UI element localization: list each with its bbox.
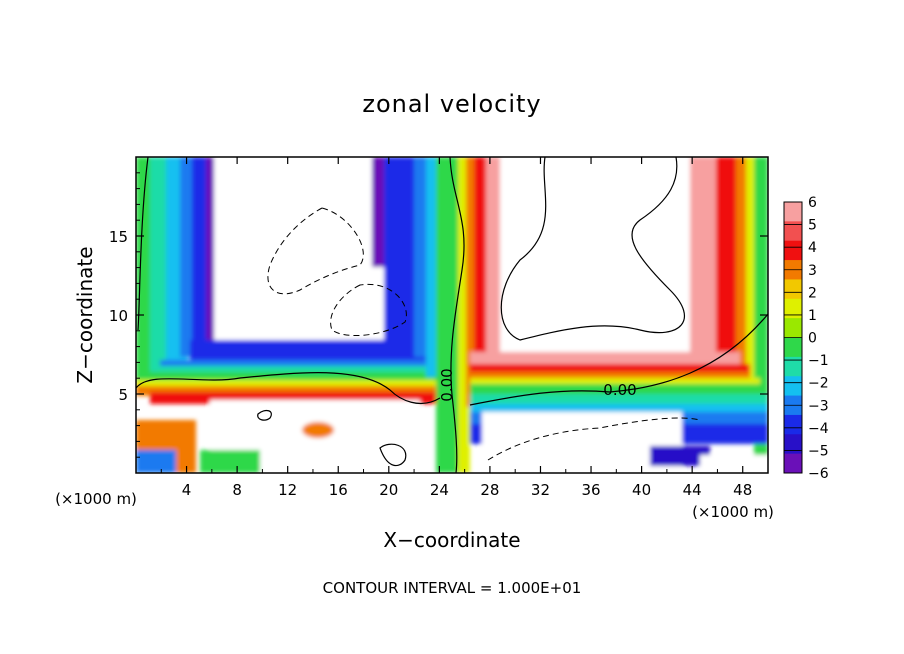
field-lower-left-spot — [302, 422, 334, 438]
field-upper-right-white — [500, 157, 718, 365]
colorbar-label: 1 — [808, 308, 817, 324]
color-field — [136, 157, 768, 473]
x-tick-label: 16 — [329, 481, 348, 499]
contour-label-center: 0.00 — [438, 368, 456, 401]
field-right-band-lightblue — [470, 404, 768, 414]
y-axis-ticks: 5 10 15 — [109, 172, 768, 458]
x-tick-label: 44 — [683, 481, 702, 499]
field-center-cyan — [426, 157, 438, 377]
field-band-orange — [136, 386, 436, 396]
y-axis-label: Z−coordinate — [73, 246, 97, 383]
x-unit-label: (×1000 m) — [692, 503, 774, 521]
colorbar-label: −2 — [808, 376, 829, 392]
z-unit-label: (×1000 m) — [55, 490, 137, 508]
x-tick-label: 8 — [232, 481, 242, 499]
field-center-pink — [486, 157, 504, 377]
y-tick-label: 10 — [109, 307, 128, 325]
contour-zero-lobe — [500, 157, 685, 341]
field-corner-blue — [136, 450, 176, 473]
colorbar-swatch — [784, 434, 802, 455]
contour-lower-small — [379, 443, 407, 467]
colorbar-swatch — [784, 298, 802, 319]
colorbar-swatch — [784, 414, 802, 435]
x-tick-label: 28 — [480, 481, 499, 499]
field-bottom-green — [200, 450, 260, 473]
x-axis-ticks: 4 8 12 16 20 24 28 32 36 40 44 48 — [160, 157, 752, 499]
colorbar-swatch — [784, 221, 802, 242]
contour-dashed-upper-1 — [267, 207, 364, 295]
field-band-yellow — [136, 380, 436, 390]
x-tick-label: 40 — [632, 481, 651, 499]
y-tick-label: 15 — [109, 228, 128, 246]
colorbar-label: 3 — [808, 263, 817, 279]
contour-zero-left — [137, 157, 149, 331]
x-tick-label: 36 — [581, 481, 600, 499]
colorbar-swatch — [784, 453, 802, 474]
plot-area — [136, 157, 768, 473]
x-tick-label: 24 — [430, 481, 449, 499]
field-center-green — [436, 157, 462, 473]
y-tick-label: 5 — [118, 386, 128, 404]
field-center-darkblue — [384, 157, 416, 347]
contour-zero-right — [469, 313, 768, 406]
contour-small-ellipse — [257, 409, 272, 421]
field-center-blue — [414, 157, 428, 357]
x-tick-label: 4 — [182, 481, 192, 499]
contour-zero-lower — [136, 372, 441, 404]
contour-label-right: 0.00 — [603, 381, 636, 399]
field-lower-right-white — [482, 412, 682, 473]
field-right-band-orange — [470, 372, 750, 380]
x-tick-label: 48 — [733, 481, 752, 499]
colorbar-label: 6 — [808, 195, 817, 211]
chart-title: zonal velocity — [362, 90, 541, 118]
contour-lines — [136, 157, 768, 473]
x-tick-label: 32 — [531, 481, 550, 499]
colorbar-label: −3 — [808, 398, 829, 414]
colorbar-swatch — [784, 318, 802, 338]
colorbar-label: −6 — [808, 466, 829, 482]
colorbar-swatch — [784, 337, 802, 358]
x-axis-label: X−coordinate — [383, 528, 520, 552]
colorbar-label: 2 — [808, 285, 817, 301]
field-lower-right-purple — [650, 446, 710, 466]
x-tick-label: 12 — [278, 481, 297, 499]
colorbar-label: 0 — [808, 331, 817, 347]
colorbar-label: 5 — [808, 218, 817, 234]
dashed-contours — [267, 207, 701, 461]
field-center-red — [474, 157, 488, 387]
colorbar-label: −1 — [808, 353, 829, 369]
colorbar-label: −5 — [808, 443, 829, 459]
field-right-band-yellow — [470, 378, 760, 386]
field-center-purple — [372, 157, 386, 267]
field-lower-right-white-2 — [700, 455, 768, 473]
colorbar-label: 4 — [808, 240, 817, 256]
contour-dashed-upper-2 — [330, 283, 407, 337]
field-right-yellow — [746, 157, 756, 387]
field-band-cyan — [150, 366, 430, 376]
colorbar-swatch — [784, 279, 802, 300]
x-tick-label: 20 — [379, 481, 398, 499]
contour-dashed-lower — [487, 417, 701, 461]
colorbar: 6 5 4 3 2 1 0 −1 −2 −3 −4 −5 −6 — [783, 195, 829, 482]
field-right-band-cyan — [470, 394, 768, 406]
contour-zero-center — [449, 157, 465, 473]
colorbar-swatch — [784, 202, 802, 222]
colorbar-swatch — [784, 376, 802, 397]
colorbar-label: −4 — [808, 421, 829, 437]
colorbar-swatch — [784, 240, 802, 261]
contour-interval-note: CONTOUR INTERVAL = 1.000E+01 — [323, 579, 582, 597]
colorbar-swatch — [784, 356, 802, 377]
